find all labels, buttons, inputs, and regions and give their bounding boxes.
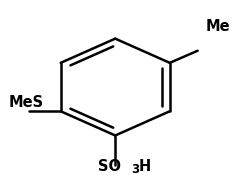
Text: Me: Me	[206, 19, 231, 34]
Text: SO: SO	[98, 159, 121, 174]
Text: H: H	[138, 159, 150, 174]
Text: MeS: MeS	[9, 95, 44, 110]
Text: 3: 3	[131, 163, 139, 176]
